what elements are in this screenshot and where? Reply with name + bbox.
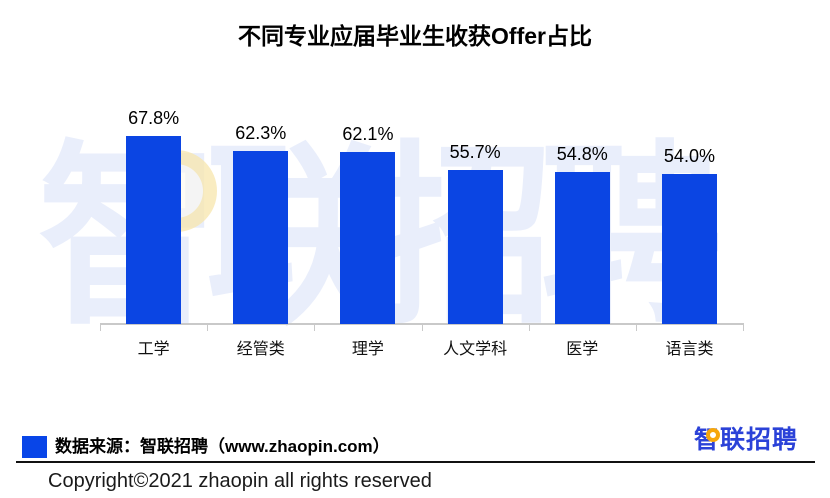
bar [233, 151, 289, 324]
source-legend-swatch [22, 436, 47, 458]
category-label: 语言类 [665, 341, 714, 358]
bar-value-label: 62.3% [235, 123, 287, 143]
axis-tick [314, 323, 315, 331]
bar-group: 55.7% [422, 94, 529, 324]
axis-tick [743, 323, 744, 331]
bar-value-label: 55.7% [449, 142, 501, 162]
bar [661, 174, 717, 324]
bar-group: 62.3% [207, 94, 314, 324]
category-label: 经管类 [236, 341, 285, 358]
bar [340, 152, 396, 324]
bar-group: 54.8% [529, 94, 636, 324]
bar-group: 67.8% [100, 94, 207, 324]
axis-tick [207, 323, 208, 331]
zhaopin-logo-dot-icon [706, 428, 720, 442]
category-label: 人文学科 [443, 341, 508, 358]
axis-tick [422, 323, 423, 331]
bar-value-label: 54.8% [556, 144, 608, 164]
chart-title: 不同专业应届毕业生收获Offer占比 [238, 23, 592, 49]
bar [126, 136, 182, 324]
copyright-text: Copyright©2021 zhaopin all rights reserv… [48, 470, 432, 492]
category-label: 医学 [566, 341, 599, 358]
category-label: 工学 [137, 341, 170, 358]
category-label: 理学 [351, 341, 384, 358]
axis-tick [100, 323, 101, 331]
x-axis-line [100, 323, 743, 325]
bar-chart: 67.8% 62.3% 62.1% 55.7% 54.8% 54.0% [100, 94, 743, 324]
bar [554, 172, 610, 324]
axis-tick [636, 323, 637, 331]
bar [447, 170, 503, 324]
x-axis-category-labels: 工学 经管类 理学 人文学科 医学 语言类 [100, 340, 743, 360]
footer-divider [16, 461, 815, 463]
bar-group: 54.0% [636, 94, 743, 324]
axis-tick [529, 323, 530, 331]
bar-value-label: 67.8% [128, 108, 180, 128]
bar-value-label: 62.1% [342, 124, 394, 144]
bar-group: 62.1% [314, 94, 421, 324]
source-label: 数据来源：智联招聘（www.zhaopin.com） [55, 437, 390, 456]
bar-value-label: 54.0% [663, 146, 715, 166]
